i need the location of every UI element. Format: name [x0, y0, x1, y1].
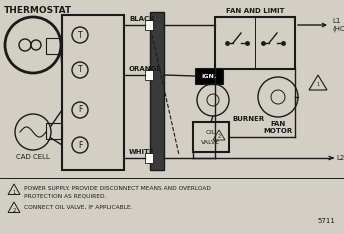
Text: T: T [78, 30, 82, 40]
Bar [145, 153, 153, 163]
Text: F: F [78, 106, 82, 114]
Text: ORANGE: ORANGE [129, 66, 162, 72]
Text: FAN AND LIMIT: FAN AND LIMIT [226, 8, 284, 14]
Bar [145, 20, 153, 30]
Bar [46, 38, 62, 54]
Text: 1: 1 [316, 83, 320, 88]
Text: THERMOSTAT: THERMOSTAT [4, 6, 72, 15]
Text: L1
(HOT): L1 (HOT) [332, 18, 344, 32]
Text: IGN.: IGN. [201, 73, 217, 78]
Bar [195, 68, 223, 84]
Text: 1: 1 [12, 190, 16, 194]
Bar [215, 17, 295, 69]
Text: CONNECT OIL VALVE, IF APPLICABLE.: CONNECT OIL VALVE, IF APPLICABLE. [24, 205, 132, 210]
Bar [150, 12, 164, 170]
Bar [46, 123, 62, 139]
Text: T: T [78, 66, 82, 74]
Text: WHITE: WHITE [129, 149, 155, 155]
Text: 5711: 5711 [317, 218, 335, 224]
Text: VALVE: VALVE [202, 139, 221, 145]
Text: F: F [78, 140, 82, 150]
Bar [145, 70, 153, 80]
Text: L2: L2 [336, 155, 344, 161]
Text: 2: 2 [217, 134, 221, 139]
Text: PROTECTION AS REQUIRED.: PROTECTION AS REQUIRED. [24, 193, 106, 198]
Text: FAN
MOTOR: FAN MOTOR [264, 121, 293, 134]
Text: BURNER: BURNER [232, 116, 264, 122]
Text: OIL: OIL [206, 129, 216, 135]
Text: BLACK: BLACK [129, 16, 154, 22]
Bar [62, 15, 124, 170]
Text: 2: 2 [12, 208, 16, 212]
Text: CAD CELL: CAD CELL [16, 154, 50, 160]
Bar [193, 122, 229, 152]
Text: POWER SUPPLY. PROVIDE DISCONNECT MEANS AND OVERLOAD: POWER SUPPLY. PROVIDE DISCONNECT MEANS A… [24, 186, 211, 191]
